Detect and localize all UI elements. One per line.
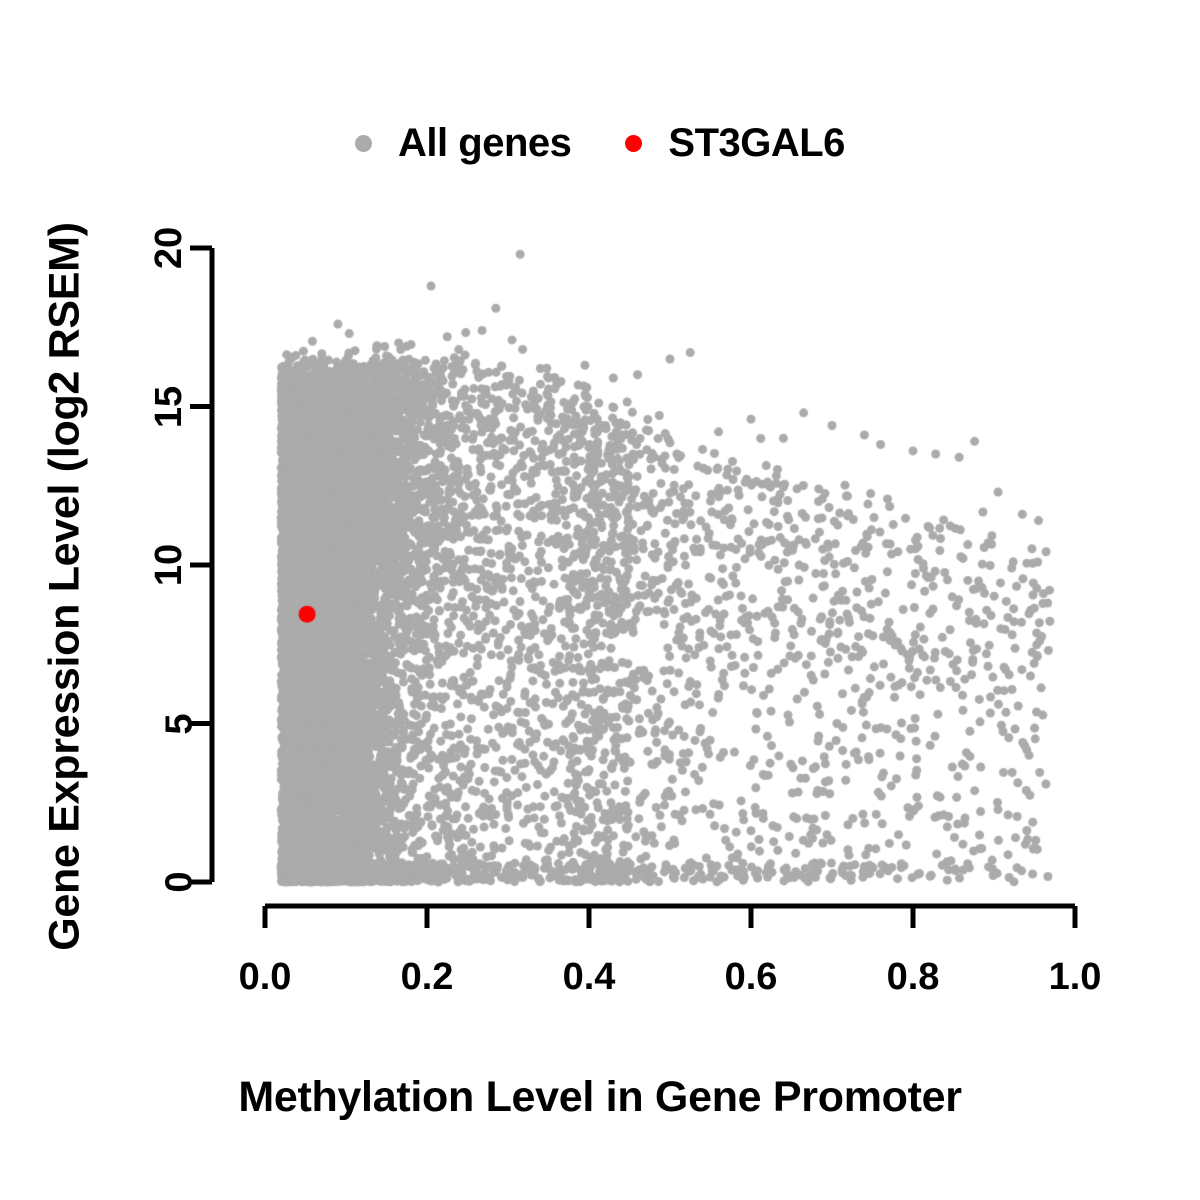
- x-tick-label: 0.4: [562, 956, 616, 998]
- x-tick-label: 0.2: [400, 956, 454, 998]
- y-tick-label: 5: [158, 712, 201, 735]
- y-tick-label: 0: [158, 871, 201, 893]
- x-axis-title: Methylation Level in Gene Promoter: [238, 1073, 962, 1121]
- x-tick-label: 0.6: [724, 956, 778, 998]
- y-tick-label: 20: [147, 226, 190, 270]
- x-tick-label: 1.0: [1048, 956, 1102, 998]
- y-axis-title: Gene Expression Level (log2 RSEM): [40, 222, 89, 951]
- y-tick-label: 15: [147, 385, 190, 428]
- x-tick-label: 0.0: [238, 956, 292, 998]
- x-tick-label: 0.8: [886, 956, 940, 998]
- y-tick-label: 10: [147, 543, 190, 587]
